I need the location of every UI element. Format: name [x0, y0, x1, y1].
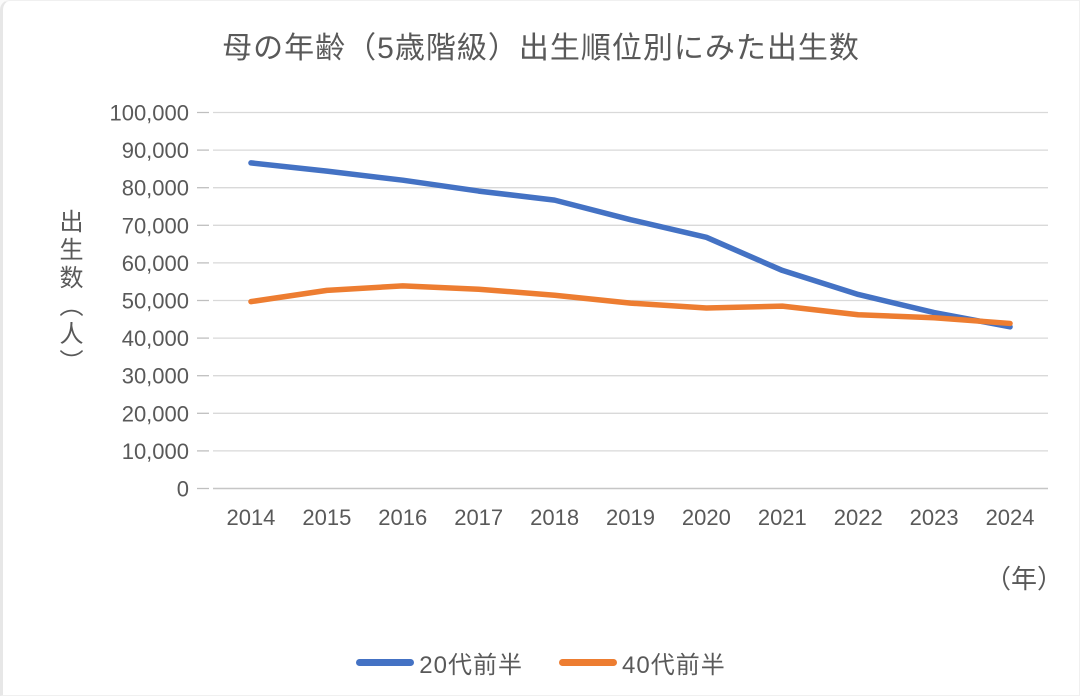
series-line-early-40s	[248, 283, 1013, 327]
y-tick-label: 0	[177, 477, 189, 502]
y-tick-label: 90,000	[122, 138, 189, 163]
x-tick-label: 2016	[378, 505, 427, 530]
x-tick-label: 2024	[986, 505, 1035, 530]
y-tick-label: 20,000	[122, 401, 189, 426]
y-tick-label: 40,000	[122, 326, 189, 351]
y-tick-label: 70,000	[122, 213, 189, 238]
y-tick-label: 80,000	[122, 176, 189, 201]
legend-label-early-20s: 20代前半	[419, 652, 523, 679]
legend-item-early-20s: 20代前半	[356, 645, 523, 680]
legend-swatch-early-20s	[356, 659, 415, 666]
x-tick-label: 2020	[682, 505, 731, 530]
legend-swatch-early-40s	[559, 659, 617, 666]
y-axis-title: 出生数（人）	[55, 209, 82, 377]
legend-label-early-40s: 40代前半	[622, 652, 726, 679]
x-axis-unit-label: （年）	[985, 564, 1064, 594]
x-tick-label: 2023	[910, 505, 959, 530]
x-tick-label: 2017	[454, 505, 503, 530]
x-tick-label: 2019	[606, 505, 655, 530]
plot-area: 100,000 90,000 80,000 70,000 60,000 50,000 40,…	[109, 101, 1048, 530]
y-tick-label: 50,000	[122, 289, 189, 314]
y-tick-label: 100,000	[109, 101, 189, 126]
chart-title: 母の年齢（5歳階級）出生順位別にみた出生数	[222, 32, 860, 65]
legend: 20代前半 40代前半	[3, 645, 1079, 680]
legend-item-early-40s: 40代前半	[559, 645, 726, 680]
x-tick-label: 2014	[226, 505, 275, 530]
x-tick-label: 2021	[758, 505, 807, 530]
y-tick-label: 10,000	[122, 439, 189, 464]
y-tick-label: 30,000	[122, 364, 189, 389]
x-tick-label: 2015	[302, 505, 351, 530]
x-tick-label: 2022	[834, 505, 883, 530]
y-tick-label: 60,000	[122, 251, 189, 276]
x-tick-label: 2018	[530, 505, 579, 530]
series-line-early-20s	[248, 160, 1013, 330]
